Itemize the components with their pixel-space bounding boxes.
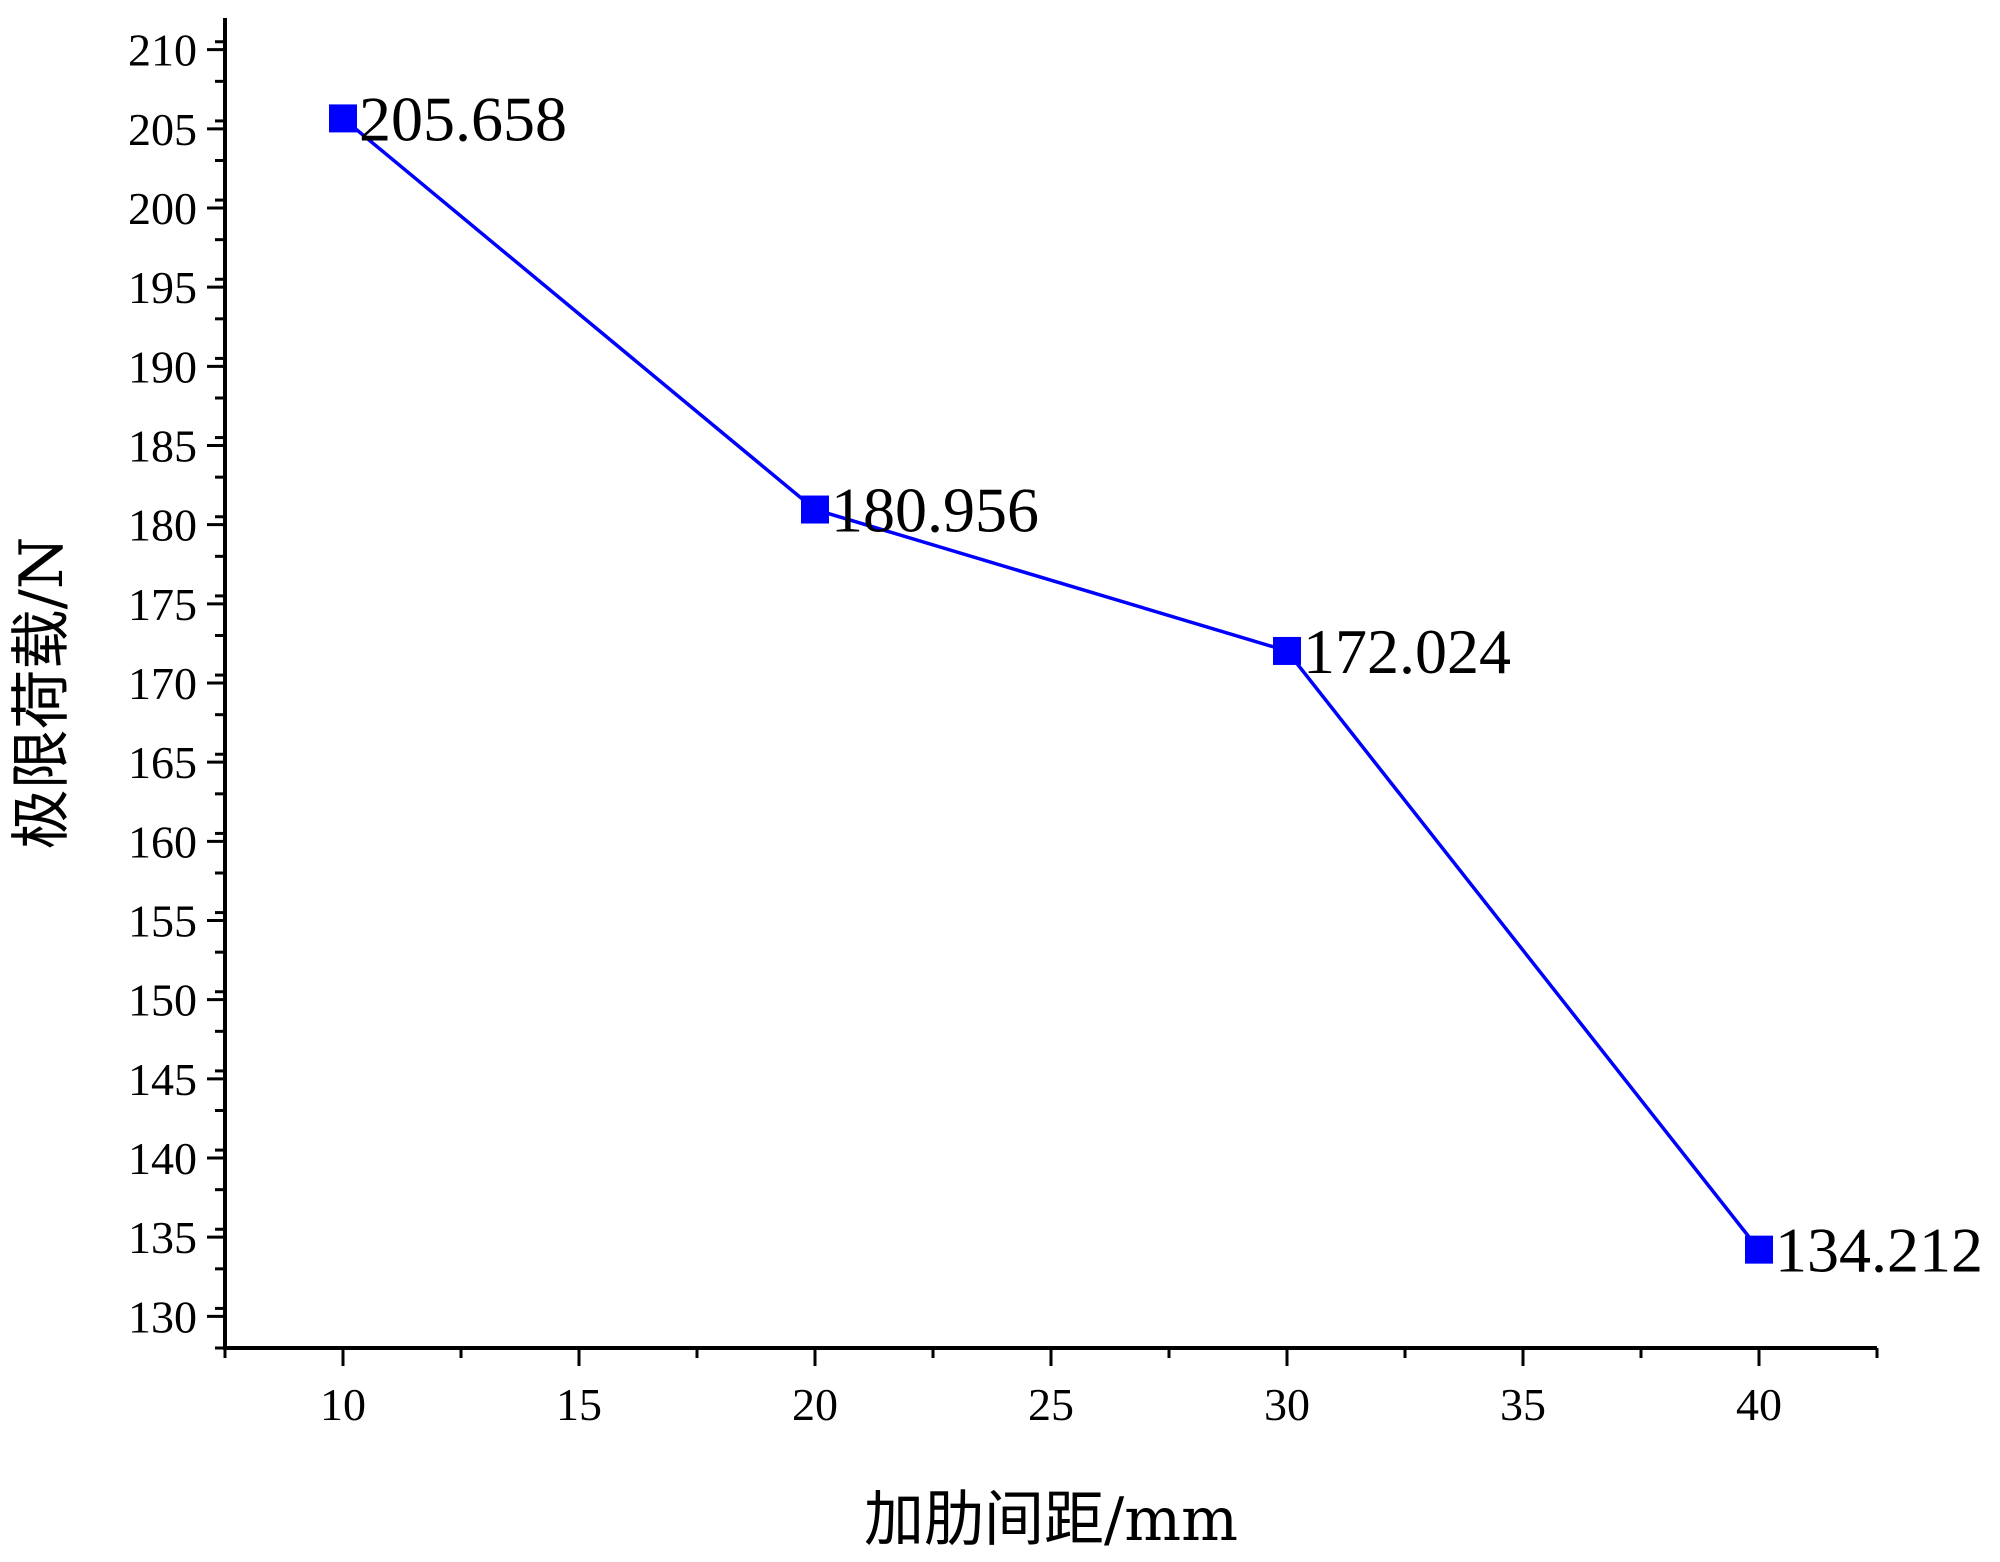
data-point-marker xyxy=(1745,1235,1773,1264)
y-tick-label: 145 xyxy=(128,1054,197,1105)
y-tick-label: 175 xyxy=(128,579,197,630)
axes: 130 135 140 145 150 155 160 165 170 175 180 185 190 1… xyxy=(128,18,1879,1430)
data-point-marker xyxy=(801,495,829,524)
plot-area: 205.658 180.956 172.024 134.212 xyxy=(329,83,1983,1286)
y-tick-label: 185 xyxy=(128,421,197,472)
x-tick-label: 40 xyxy=(1736,1379,1782,1430)
x-axis-title: 加肋间距/mm xyxy=(864,1485,1238,1555)
data-label: 172.024 xyxy=(1303,616,1511,687)
y-tick-label: 160 xyxy=(128,816,197,867)
y-tick-label: 170 xyxy=(128,658,197,709)
y-tick-label: 195 xyxy=(128,262,197,313)
y-tick-label: 200 xyxy=(128,183,197,234)
y-axis-title: 极限荷载/N xyxy=(7,537,77,850)
x-tick-label: 10 xyxy=(320,1379,366,1430)
x-tick-label: 15 xyxy=(556,1379,602,1430)
y-tick-label: 190 xyxy=(128,341,197,392)
x-tick-label: 20 xyxy=(792,1379,838,1430)
y-tick-label: 140 xyxy=(128,1133,197,1184)
y-tick-label: 130 xyxy=(128,1291,197,1342)
y-tick-label: 180 xyxy=(128,500,197,551)
y-tick-label: 165 xyxy=(128,737,197,788)
x-tick-label: 25 xyxy=(1028,1379,1074,1430)
x-tick-label: 30 xyxy=(1264,1379,1310,1430)
y-tick-label: 155 xyxy=(128,896,197,947)
x-tick-label: 35 xyxy=(1500,1379,1546,1430)
y-tick-label: 150 xyxy=(128,975,197,1026)
y-tick-label: 210 xyxy=(128,25,197,76)
y-tick-label: 205 xyxy=(128,104,197,155)
data-label: 205.658 xyxy=(359,83,567,154)
data-label: 180.956 xyxy=(831,475,1039,546)
y-tick-label: 135 xyxy=(128,1212,197,1263)
data-point-marker xyxy=(329,104,357,133)
data-label: 134.212 xyxy=(1775,1215,1983,1286)
data-point-marker xyxy=(1273,636,1301,665)
series-line xyxy=(341,117,1761,1251)
